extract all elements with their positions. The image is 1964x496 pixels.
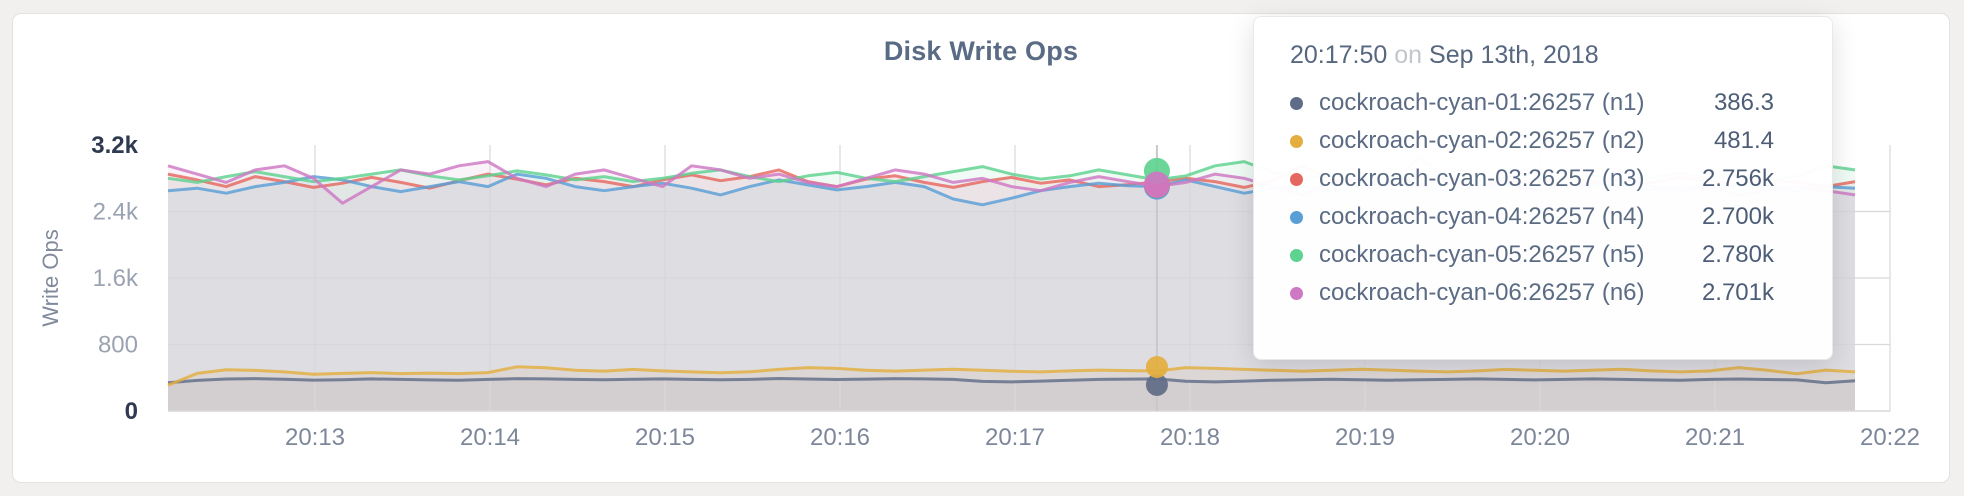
tooltip-series-value: 481.4 xyxy=(1713,127,1774,154)
x-tick-label: 20:17 xyxy=(985,424,1045,451)
tooltip-series-label: cockroach-cyan-04:26257 (n4) xyxy=(1319,203,1645,230)
legend-dot-n1 xyxy=(1290,96,1303,110)
tooltip-row: cockroach-cyan-06:26257 (n6) 2.701k xyxy=(1290,274,1774,312)
area-n2 xyxy=(168,366,1855,411)
tooltip-rows: cockroach-cyan-01:26257 (n1) 386.3 cockroa… xyxy=(1290,84,1774,312)
tooltip-series-value: 2.756k xyxy=(1701,165,1774,192)
y-axis-title: Write Ops xyxy=(38,229,63,326)
tooltip-series-label: cockroach-cyan-03:26257 (n3) xyxy=(1319,165,1645,192)
tooltip-date: Sep 13th, 2018 xyxy=(1429,41,1599,69)
tooltip-series-value: 386.3 xyxy=(1713,89,1774,116)
x-tick-label: 20:15 xyxy=(635,424,695,451)
legend-dot-n2 xyxy=(1290,134,1303,148)
tooltip-row: cockroach-cyan-04:26257 (n4) 2.700k xyxy=(1290,198,1774,236)
x-tick-label: 20:21 xyxy=(1685,424,1745,451)
tooltip-time: 20:17:50 xyxy=(1290,41,1388,69)
tooltip-series-label: cockroach-cyan-05:26257 (n5) xyxy=(1319,241,1645,268)
hover-dot-n2 xyxy=(1145,356,1168,378)
hover-markers xyxy=(1143,145,1170,411)
x-tick-label: 20:14 xyxy=(460,424,520,451)
x-tick-label: 20:13 xyxy=(285,424,345,451)
y-axis-ticks: 3.2k 2.4k 1.6k 800 0 xyxy=(91,132,139,425)
x-tick-label: 20:16 xyxy=(810,424,870,451)
tooltip-row: cockroach-cyan-01:26257 (n1) 386.3 xyxy=(1290,84,1774,122)
y-tick-label: 0 xyxy=(125,398,138,425)
legend-dot-n5 xyxy=(1290,248,1303,262)
tooltip-series-value: 2.700k xyxy=(1701,203,1774,230)
tooltip-header: 20:17:50 on Sep 13th, 2018 xyxy=(1290,41,1774,70)
y-tick-label: 2.4k xyxy=(93,199,139,226)
line-n1 xyxy=(167,377,1856,385)
tooltip-series-value: 2.780k xyxy=(1701,241,1774,268)
legend-dot-n3 xyxy=(1290,172,1303,186)
hover-tooltip: 20:17:50 on Sep 13th, 2018 cockroach-cya… xyxy=(1253,16,1833,360)
tooltip-conjunction: on xyxy=(1394,41,1423,69)
tooltip-row: cockroach-cyan-03:26257 (n3) 2.756k xyxy=(1290,160,1774,198)
y-tick-label: 800 xyxy=(98,332,138,359)
chart-title: Disk Write Ops xyxy=(883,36,1079,66)
tooltip-series-label: cockroach-cyan-01:26257 (n1) xyxy=(1319,89,1645,116)
hover-dot-n6 xyxy=(1143,171,1170,198)
tooltip-series-label: cockroach-cyan-02:26257 (n2) xyxy=(1319,127,1645,154)
x-tick-label: 20:18 xyxy=(1160,424,1220,451)
tooltip-row: cockroach-cyan-02:26257 (n2) 481.4 xyxy=(1290,122,1774,160)
tooltip-series-value: 2.701k xyxy=(1701,279,1774,306)
y-tick-label: 1.6k xyxy=(93,265,139,292)
tooltip-series-label: cockroach-cyan-06:26257 (n6) xyxy=(1319,279,1645,306)
x-axis-ticks: 20:13 20:14 20:15 20:16 20:17 20:18 20:19 20:20… xyxy=(285,424,1920,451)
legend-dot-n6 xyxy=(1290,286,1303,300)
tooltip-row: cockroach-cyan-05:26257 (n5) 2.780k xyxy=(1290,236,1774,274)
y-tick-label: 3.2k xyxy=(91,132,138,159)
legend-dot-n4 xyxy=(1290,210,1303,224)
x-tick-label: 20:19 xyxy=(1335,424,1395,451)
line-n2 xyxy=(167,365,1856,387)
hover-dot-n1 xyxy=(1145,373,1168,396)
x-tick-label: 20:22 xyxy=(1860,424,1920,451)
x-tick-label: 20:20 xyxy=(1510,424,1570,451)
area-n1 xyxy=(168,378,1855,411)
